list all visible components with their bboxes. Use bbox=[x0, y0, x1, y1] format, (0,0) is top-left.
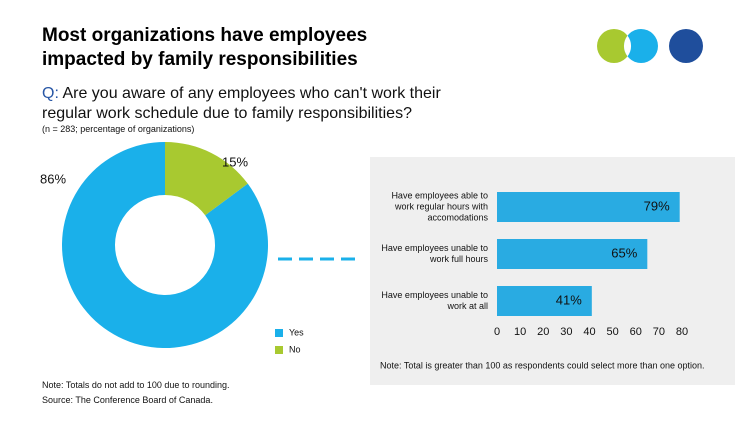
question-text: Are you aware of any employees who can't… bbox=[42, 85, 441, 122]
x-tick-label: 0 bbox=[494, 326, 500, 338]
x-tick-label: 10 bbox=[514, 326, 526, 338]
title: Most organizations have employees impact… bbox=[42, 25, 368, 70]
legend-label: Yes bbox=[289, 327, 304, 337]
legend-swatch bbox=[275, 329, 283, 337]
x-tick-label: 20 bbox=[537, 326, 549, 338]
x-tick-label: 50 bbox=[607, 326, 619, 338]
pie-slice bbox=[165, 142, 248, 216]
data-label: 79% bbox=[644, 198, 670, 213]
chart-note: Note: Total is greater than 100 as respo… bbox=[380, 360, 705, 370]
logo-circle bbox=[597, 29, 631, 63]
x-tick-label: 70 bbox=[653, 326, 665, 338]
x-tick-label: 60 bbox=[630, 326, 642, 338]
question-prefix: Q: bbox=[42, 85, 59, 102]
x-tick-label: 80 bbox=[676, 326, 688, 338]
x-tick-label: 40 bbox=[583, 326, 595, 338]
logo-overlap bbox=[623, 35, 632, 57]
data-label: 41% bbox=[556, 292, 582, 307]
category-label: Have employees able to work regular hour… bbox=[391, 190, 488, 223]
category-label: Have employees unable to work at all bbox=[381, 290, 488, 311]
data-label: 15% bbox=[222, 154, 248, 169]
bar bbox=[497, 239, 648, 269]
legend-label: No bbox=[289, 344, 301, 354]
data-label: 86% bbox=[40, 171, 66, 186]
logo-circle bbox=[669, 29, 703, 63]
source: Source: The Conference Board of Canada. bbox=[42, 395, 213, 405]
pie-slice bbox=[62, 141, 268, 348]
x-tick-label: 30 bbox=[560, 326, 572, 338]
data-label: 65% bbox=[611, 245, 637, 260]
bar bbox=[497, 192, 680, 222]
bar bbox=[497, 286, 592, 316]
legend-swatch bbox=[275, 346, 283, 354]
subtitle: (n = 283; percentage of organizations) bbox=[42, 124, 195, 134]
category-label: Have employees unable to work full hours bbox=[381, 243, 488, 264]
logo-circle bbox=[624, 29, 658, 63]
note: Note: Totals do not add to 100 due to ro… bbox=[42, 380, 230, 390]
question: Q: Are you aware of any employees who ca… bbox=[42, 84, 462, 124]
